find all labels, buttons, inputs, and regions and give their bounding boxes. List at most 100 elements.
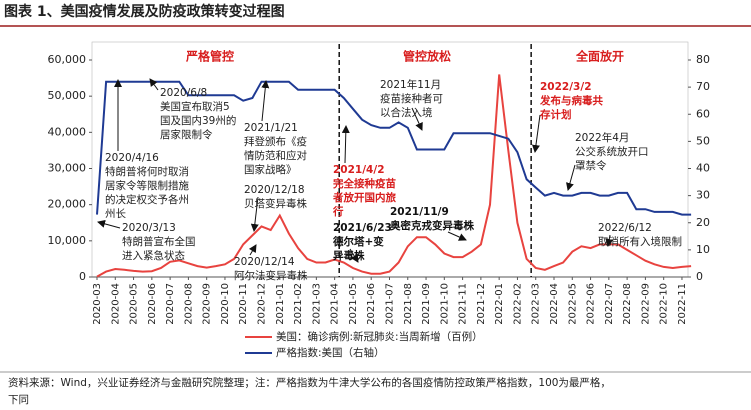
annotation-text: 2020/12/18: [244, 184, 305, 196]
y-tick-label: 30,000: [48, 162, 87, 175]
y2-tick-label: 20: [696, 216, 710, 229]
annotation-text: 2020/6/8: [160, 87, 207, 99]
annotation-text: 特朗普将何时取消: [105, 165, 189, 178]
y2-tick-label: 30: [696, 189, 710, 202]
annotation-text: 存计划: [540, 108, 572, 121]
x-tick-label: 2021-05: [348, 283, 359, 325]
y-tick-label: 50,000: [48, 89, 87, 102]
annotation-text: 的决定权交予各州: [105, 193, 189, 206]
annotation-text: 德尔塔+变: [332, 235, 384, 248]
y2-tick-label: 60: [696, 107, 710, 120]
annotation-text: 特朗普宣布全国: [122, 235, 196, 248]
annotation-text: 2021年11月: [380, 78, 441, 91]
x-tick-label: 2020-05: [129, 283, 140, 325]
x-tick-label: 2022-07: [604, 283, 615, 325]
x-tick-label: 2022-01: [494, 283, 505, 325]
source-note: 资料来源：Wind，兴业证券经济与金融研究院整理；注：严格指数为牛津大学公布的各…: [8, 376, 611, 389]
legend-label: 美国：确诊病例:新冠肺炎:当周新增（百例）: [276, 330, 483, 343]
x-tick-label: 2020-03: [92, 283, 103, 325]
annotation-text: 国家战略》: [244, 163, 297, 176]
annotation-text: 发布与病毒共: [539, 94, 603, 107]
series-line: [96, 80, 692, 216]
x-tick-label: 2020-06: [147, 283, 158, 325]
phase-label: 全面放开: [575, 49, 624, 64]
annotation-text: 取消所有入境限制: [598, 235, 682, 248]
legend-label: 严格指数:美国（右轴）: [276, 346, 385, 359]
annotation-text: 行: [332, 205, 344, 218]
x-tick-label: 2022-08: [622, 283, 633, 325]
annotation-text: 公交系统放开口: [575, 145, 649, 158]
annotation-text: 奥密克戎变异毒株: [390, 219, 474, 232]
annotation-text: 2022年4月: [575, 131, 629, 144]
x-tick-label: 2021-08: [403, 283, 414, 325]
annotation-arrow: [447, 231, 467, 241]
x-tick-label: 2022-04: [549, 283, 560, 325]
annotation-text: 2022/3/2: [540, 81, 592, 93]
annotation-text: 2021/11/9: [390, 206, 449, 218]
x-tick-label: 2021-10: [439, 283, 450, 325]
x-tick-label: 2020-07: [165, 283, 176, 325]
annotation-text: 居家限制令: [160, 128, 213, 141]
annotation-text: 异毒株: [333, 249, 365, 262]
annotation-arrow: [349, 248, 359, 263]
annotation-text: 2020/12/14: [234, 256, 295, 268]
x-tick-label: 2022-05: [567, 283, 578, 325]
annotation-arrow: [248, 244, 257, 256]
annotation-text: 以合法入境: [380, 106, 433, 119]
annotation-text: 者放开国内旅: [332, 191, 396, 204]
y2-tick-label: 80: [696, 53, 710, 66]
annotation-arrow: [605, 234, 614, 247]
annotation-arrow: [97, 219, 121, 229]
x-tick-label: 2021-11: [458, 283, 469, 325]
y2-tick-label: 0: [696, 270, 703, 283]
x-tick-label: 2022-02: [512, 283, 523, 325]
annotation-text: 2020/4/16: [105, 152, 159, 164]
annotation-text: 州长: [105, 208, 126, 220]
x-tick-label: 2021-09: [421, 283, 432, 325]
annotation-text: 2020/3/13: [122, 222, 176, 234]
x-tick-label: 2021-03: [311, 283, 322, 325]
annotation-arrow: [411, 107, 423, 131]
annotation-arrow: [149, 78, 159, 91]
y-tick-label: 60,000: [48, 53, 87, 66]
annotation-text: 进入紧急状态: [122, 249, 185, 262]
x-tick-label: 2021-02: [293, 283, 304, 325]
chart-title: 图表 1、美国疫情发展及防疫政策转变过程图: [4, 3, 285, 20]
annotation-text: 完全接种疫苗: [333, 177, 396, 190]
phase-label: 管控放松: [403, 49, 451, 64]
x-tick-label: 2021-06: [366, 283, 377, 325]
x-tick-label: 2020-04: [110, 283, 121, 325]
y2-tick-label: 40: [696, 162, 710, 175]
annotation-text: 2022/6/12: [598, 222, 652, 234]
annotation-text: 2021/4/2: [333, 164, 385, 176]
x-tick-label: 2021-12: [476, 283, 487, 325]
annotation-text: 美国宣布取消5: [160, 100, 230, 113]
x-tick-label: 2021-01: [275, 283, 286, 325]
annotation-text: 2021/6/23: [333, 222, 392, 234]
annotation-arrow: [261, 80, 270, 122]
annotation-text: 阿尔法变异毒株: [234, 269, 308, 282]
x-tick-label: 2022-11: [677, 283, 688, 325]
x-tick-label: 2022-03: [531, 283, 542, 325]
x-tick-label: 2020-08: [183, 283, 194, 325]
x-tick-label: 2022-09: [640, 283, 651, 325]
annotation-text: 国及国内39州的: [160, 114, 236, 127]
x-tick-label: 2020-11: [238, 283, 249, 325]
y-tick-label: 20,000: [48, 198, 87, 211]
y2-tick-label: 10: [696, 243, 710, 256]
x-tick-label: 2021-07: [384, 283, 395, 325]
annotation-text: 罩禁令: [575, 159, 607, 172]
annotation-text: 贝塔变异毒株: [244, 197, 307, 210]
annotation-text: 2021/1/21: [244, 122, 298, 134]
annotation-text: 情防范和应对: [244, 149, 307, 162]
phase-label: 严格管控: [185, 49, 234, 64]
annotation-arrow: [341, 125, 350, 164]
y2-tick-label: 70: [696, 80, 710, 93]
y2-tick-label: 50: [696, 134, 710, 147]
x-tick-label: 2020-12: [257, 283, 268, 325]
annotation-arrow: [531, 114, 541, 153]
annotation-arrow: [566, 164, 576, 191]
x-tick-label: 2020-10: [220, 283, 231, 325]
x-tick-label: 2022-10: [659, 283, 670, 325]
